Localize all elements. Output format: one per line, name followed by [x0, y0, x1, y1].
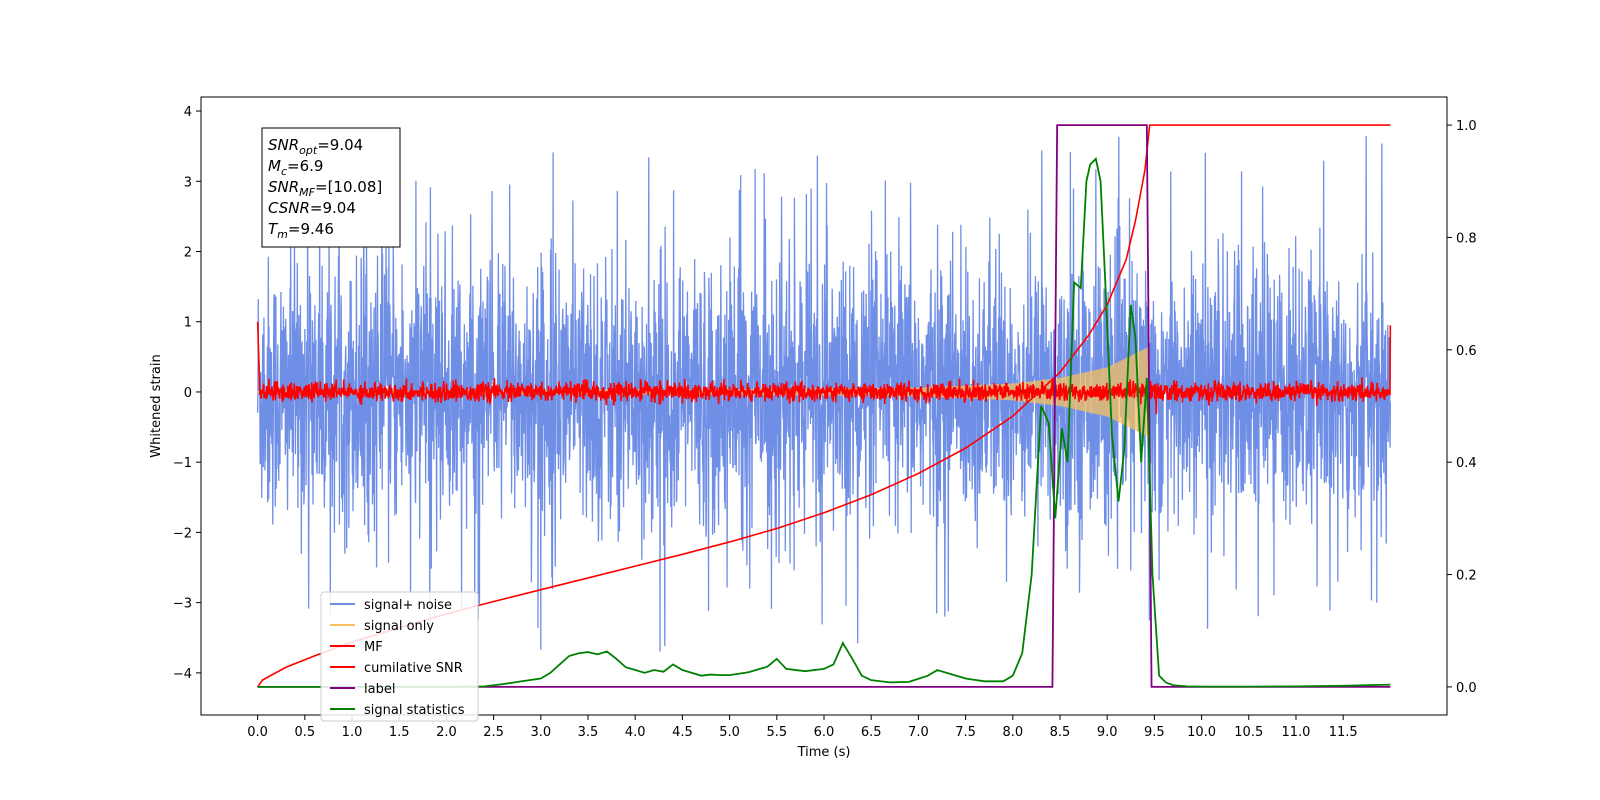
x-tick-label: 3.5 — [578, 725, 599, 740]
x-tick-label: 6.0 — [814, 725, 835, 740]
x-tick-label: 9.0 — [1097, 725, 1118, 740]
x-tick-label: 9.5 — [1144, 725, 1165, 740]
y-tick-label: 0 — [184, 386, 192, 401]
y-axis-label: Whitened strain — [149, 354, 164, 457]
x-tick-label: 10.0 — [1187, 725, 1216, 740]
annotation-line: CSNR=9.04 — [268, 199, 356, 217]
y-tick-label: 2 — [184, 246, 192, 261]
y-tick-label: 3 — [184, 175, 192, 190]
x-tick-label: 4.0 — [625, 725, 646, 740]
y2-tick-label: 0.4 — [1456, 456, 1477, 471]
annotation-frame — [261, 127, 401, 248]
x-tick-label: 11.5 — [1329, 725, 1358, 740]
x-tick-label: 8.0 — [1002, 725, 1023, 740]
legend-label-cumilative-snr: cumilative SNR — [364, 661, 463, 676]
x-tick-label: 10.5 — [1234, 725, 1263, 740]
x-tick-label: 7.5 — [955, 725, 976, 740]
annotation-line: SNRMF=[10.08] — [268, 178, 382, 199]
x-tick-label: 8.5 — [1050, 725, 1071, 740]
y-axis-right: 0.0 0.2 0.4 0.6 0.8 1.0 — [1447, 119, 1477, 696]
annotation-line: Tm=9.46 — [268, 220, 334, 241]
x-tick-label: 0.5 — [294, 725, 315, 740]
legend-label-signal-statistics: signal statistics — [364, 703, 465, 718]
legend-label-label: label — [364, 682, 395, 697]
legend-label-signal-only: signal only — [364, 619, 434, 634]
y2-tick-label: 1.0 — [1456, 119, 1477, 134]
y2-tick-label: 0.2 — [1456, 569, 1477, 584]
series-signal-noise-line — [256, 134, 1392, 652]
x-tick-label: 0.0 — [247, 725, 268, 740]
x-tick-label: 1.0 — [342, 725, 363, 740]
y2-tick-label: 0.0 — [1456, 681, 1477, 696]
x-tick-label: 5.5 — [766, 725, 787, 740]
series-signal-statistics-line — [257, 156, 1391, 688]
x-tick-label: 11.0 — [1281, 725, 1310, 740]
legend: signal+ noise signal only MF cumilative SNR… — [320, 591, 479, 722]
y2-tick-label: 0.6 — [1456, 344, 1477, 359]
legend-label-mf: MF — [364, 640, 383, 655]
x-tick-label: 3.0 — [530, 725, 551, 740]
y-tick-label: −1 — [173, 456, 192, 471]
y-tick-label: −4 — [173, 667, 192, 682]
x-tick-label: 6.5 — [861, 725, 882, 740]
y-axis-left: −4 −3 −2 −1 0 1 2 3 4 — [173, 105, 201, 682]
y2-tick-label: 0.8 — [1456, 231, 1477, 246]
annotation-line: SNRopt=9.04 — [268, 136, 363, 157]
y-tick-label: 1 — [184, 316, 192, 331]
y-tick-label: −3 — [173, 597, 192, 612]
y-tick-label: −2 — [173, 526, 192, 541]
x-axis-label: Time (s) — [797, 745, 851, 760]
series-mf-line — [256, 321, 1392, 415]
y-tick-label: 4 — [184, 105, 192, 120]
x-tick-label: 5.0 — [719, 725, 740, 740]
x-tick-label: 2.0 — [436, 725, 457, 740]
x-tick-label: 7.0 — [908, 725, 929, 740]
x-axis: 0.0 0.5 1.0 1.5 2.0 2.5 3.0 3.5 4.0 4.5 5.0 5.5 6.0 6… — [247, 715, 1358, 740]
legend-frame — [320, 591, 479, 722]
x-tick-label: 2.5 — [483, 725, 504, 740]
x-tick-label: 4.5 — [672, 725, 693, 740]
x-tick-label: 1.5 — [389, 725, 410, 740]
annotation-line: Mc=6.9 — [268, 157, 323, 178]
legend-label-signal-noise: signal+ noise — [364, 598, 452, 613]
